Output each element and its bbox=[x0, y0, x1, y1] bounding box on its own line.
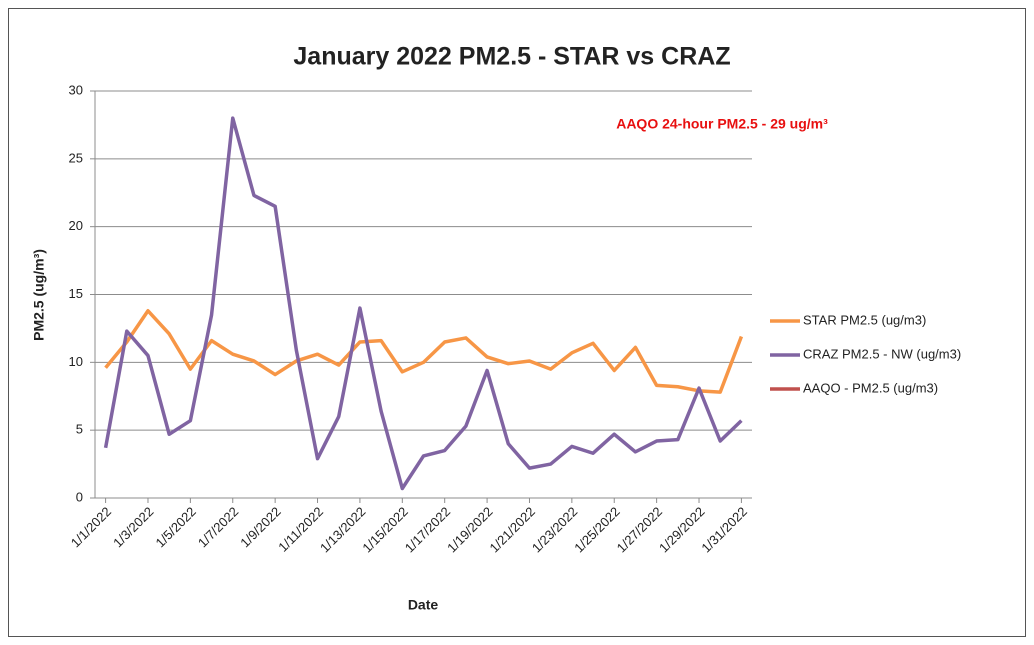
legend-label: CRAZ PM2.5 - NW (ug/m3) bbox=[803, 346, 961, 361]
y-tick-label: 30 bbox=[69, 82, 83, 97]
chart-frame bbox=[8, 8, 1026, 637]
y-tick-label: 0 bbox=[76, 489, 83, 504]
y-tick-label: 20 bbox=[69, 218, 83, 233]
legend-label: STAR PM2.5 (ug/m3) bbox=[803, 312, 926, 327]
y-tick-label: 5 bbox=[76, 422, 83, 437]
series-line bbox=[104, 309, 744, 394]
x-axis-title: Date bbox=[408, 597, 439, 613]
y-tick-label: 15 bbox=[69, 286, 83, 301]
y-axis-title: PM2.5 (ug/m³) bbox=[31, 249, 47, 341]
y-tick-label: 25 bbox=[69, 150, 83, 165]
series-line bbox=[103, 116, 743, 491]
annotation: AAQO 24-hour PM2.5 - 29 ug/m³ bbox=[616, 116, 828, 132]
legend-label: AAQO - PM2.5 (ug/m3) bbox=[803, 380, 938, 395]
y-tick-label: 10 bbox=[69, 354, 83, 369]
chart-title: January 2022 PM2.5 - STAR vs CRAZ bbox=[293, 43, 730, 71]
